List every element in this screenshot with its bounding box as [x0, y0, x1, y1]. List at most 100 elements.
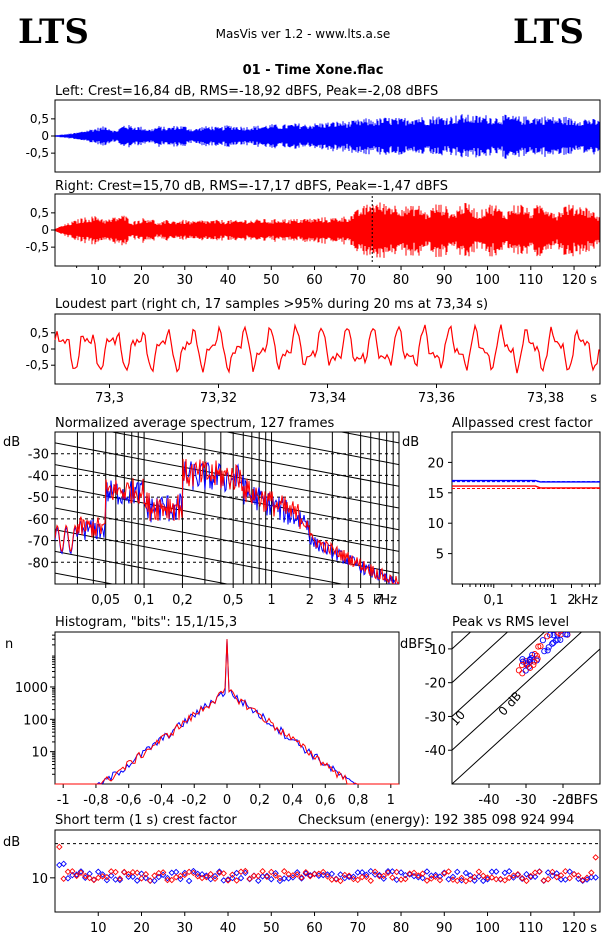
peakrms-ytick-label: -30 [425, 710, 446, 725]
crest-xtick-label: 90 [436, 921, 453, 936]
crest-point-left [190, 867, 197, 875]
right-xtick-label: 80 [393, 273, 410, 288]
crest-point-left [592, 874, 599, 881]
crest-xtick-label: 40 [220, 921, 237, 936]
crest-point-right [358, 873, 366, 881]
crest-point-right [380, 872, 387, 880]
crest-point-left [293, 869, 301, 876]
crest-point-right [449, 876, 457, 883]
crest-point-left [523, 870, 530, 878]
crest-xtick-label: 50 [263, 921, 280, 936]
crest-point-right [557, 872, 565, 879]
peakrms-point-left [570, 625, 575, 630]
crest-point-right [133, 869, 141, 877]
peakrms-point-right [537, 643, 544, 650]
peakrms-point-right [572, 624, 577, 629]
crest-point-right [410, 869, 418, 877]
crest-point-left [73, 871, 80, 878]
right-xtick-label: 40 [220, 273, 237, 288]
crest-point-left [86, 870, 93, 877]
left-waveform [55, 114, 600, 159]
crest-point-left [384, 868, 392, 875]
crest-point-right [389, 874, 396, 881]
checksum-label: Checksum (energy): 192 385 098 924 994 [298, 813, 574, 828]
spectrum-curve-left [55, 461, 399, 584]
peakrms-point-left [539, 637, 546, 644]
right-ytick-label: -0,5 [26, 240, 49, 254]
crest-point-right [146, 877, 154, 884]
crest-point-right [553, 873, 560, 881]
crest-point-right [371, 868, 379, 875]
crest-point-left [454, 868, 461, 876]
logo-right: LTS [513, 12, 584, 52]
crest-point-right [518, 874, 526, 882]
crest-point-left [95, 868, 102, 875]
crest-point-left [389, 868, 396, 875]
histogram-xtick-label: 0,6 [315, 793, 336, 808]
crest-point-left [237, 874, 245, 882]
right-xtick-label: 30 [176, 273, 193, 288]
peakrms-ytick-label: -20 [425, 677, 446, 692]
crest-point-right [549, 868, 556, 876]
crest-xtick-label: 70 [350, 921, 367, 936]
peakrms-xtick-label: -30 [515, 793, 536, 808]
crest-point-right [255, 872, 262, 880]
spectrum-ytick-label: -70 [28, 535, 49, 550]
crest-xtick-label: 80 [393, 921, 410, 936]
crest-point-right [415, 872, 422, 879]
right-waveform [55, 202, 600, 258]
crest-point-left [479, 877, 487, 885]
spectrum-ytick-label: -80 [28, 556, 49, 571]
peakrms-diag-label: 0 dB [496, 689, 525, 719]
loudest-ytick-label: 0 [41, 342, 49, 356]
allpass-ytick-label: 20 [427, 456, 444, 471]
spectrum-diagonal [55, 529, 345, 584]
right-xtick-label: 50 [263, 273, 280, 288]
crest-point-right [276, 874, 284, 882]
spectrum-xtick-label: 0,2 [172, 593, 193, 608]
allpass-xtick-label: 0,1 [483, 593, 504, 608]
right-xtick-label: 100 [475, 273, 500, 288]
loudest-plot-frame [54, 313, 601, 385]
histogram-xtick-label: -0,8 [83, 793, 108, 808]
peakrms-point-left [522, 667, 529, 674]
crest-point-right [216, 869, 223, 877]
spectrum-ytick-label: -50 [28, 491, 49, 506]
allpass-xunit: kHz [574, 593, 598, 608]
right-xunit: s [590, 273, 597, 288]
crest-xtick-label: 100 [475, 921, 500, 936]
histogram-xtick-label: -0,4 [149, 793, 174, 808]
crest-point-left [363, 871, 370, 878]
crest-point-left [268, 875, 275, 883]
crest-xtick-label: 110 [518, 921, 543, 936]
histogram-xtick-label: -0,2 [182, 793, 207, 808]
spectrum-xtick-label: 1 [267, 593, 275, 608]
spectrum-title: Normalized average spectrum, 127 frames [55, 416, 334, 431]
crest-point-left [203, 872, 210, 879]
crest-point-left [172, 868, 180, 876]
peakrms-point-right [581, 608, 586, 613]
crest-ylabel: dB [3, 835, 20, 850]
spectrum-ytick-label: -40 [28, 469, 49, 484]
right-ytick-label: 0,5 [30, 206, 49, 220]
crest-point-right [56, 843, 63, 851]
crest-point-left [198, 871, 206, 878]
peakrms-point-right [570, 622, 575, 627]
crest-point-left [281, 875, 288, 882]
crest-point-left [337, 871, 344, 878]
histogram-curve-left [55, 639, 399, 785]
crest-point-right [488, 874, 496, 881]
crest-point-right [436, 876, 444, 884]
peakrms-point-right [519, 670, 526, 677]
crest-point-right [168, 876, 176, 884]
crest-point-left [380, 875, 387, 882]
crest-point-right [501, 877, 509, 884]
allpass-ylabel: dB [402, 435, 419, 450]
crest-point-left [432, 871, 439, 879]
crest-point-right [544, 876, 552, 883]
crest-point-right [467, 876, 474, 883]
spectrum-diagonal [55, 507, 399, 574]
left-ytick-label: 0,5 [30, 112, 49, 126]
crest-point-right [363, 873, 370, 881]
